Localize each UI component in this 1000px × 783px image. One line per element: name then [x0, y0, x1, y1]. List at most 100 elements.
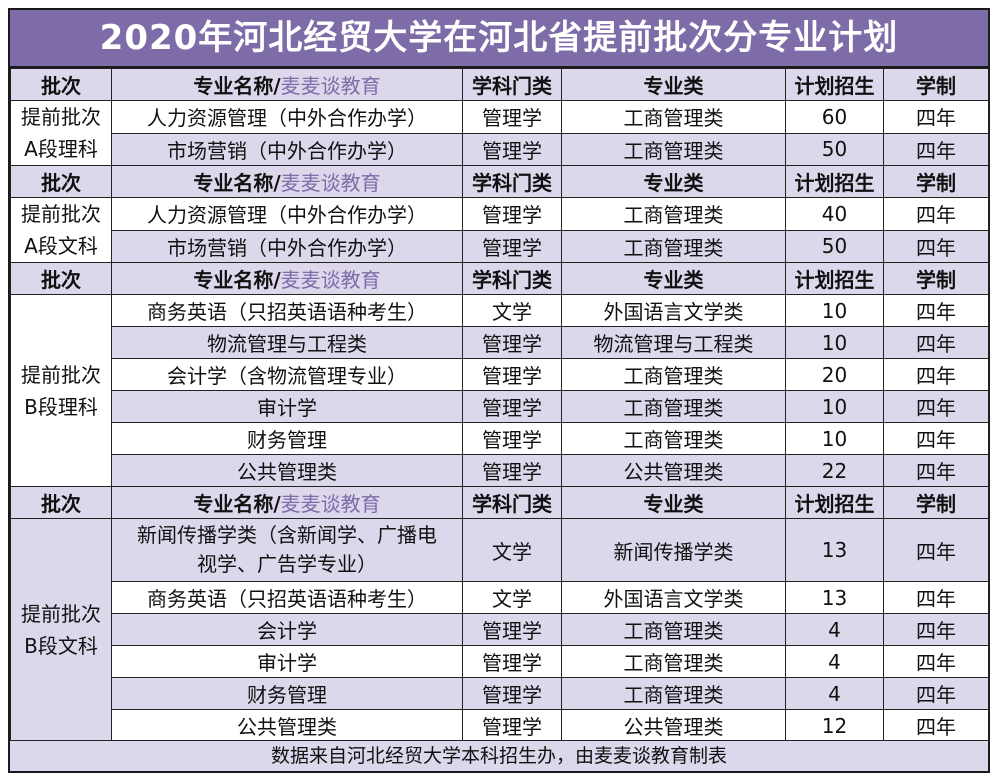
header-category: 专业类	[561, 165, 786, 198]
header-batch: 批次	[10, 68, 112, 101]
duration-cell: 四年	[883, 422, 989, 455]
quota-cell: 10	[785, 326, 884, 359]
header-brand: 麦麦谈教育	[280, 268, 381, 292]
quota-cell: 50	[785, 229, 884, 263]
quota-cell: 22	[785, 454, 884, 487]
header-major-label: 专业名称/	[193, 171, 281, 195]
discipline-cell: 管理学	[462, 422, 562, 455]
duration-cell: 四年	[883, 197, 989, 231]
major-cell: 物流管理与工程类	[111, 326, 463, 359]
quota-cell: 13	[785, 518, 884, 582]
duration-cell: 四年	[883, 709, 989, 742]
batch-line: A段理科	[24, 137, 98, 161]
major-cell: 市场营销（中外合作办学）	[111, 229, 463, 263]
category-cell: 公共管理类	[561, 454, 786, 487]
major-line: 视学、广告学专业）	[197, 552, 377, 576]
quota-cell: 13	[785, 581, 884, 614]
duration-cell: 四年	[883, 677, 989, 710]
major-cell: 新闻传播学类（含新闻学、广播电 视学、广告学专业）	[111, 518, 463, 582]
header-batch: 批次	[10, 262, 112, 295]
table-row: 提前批次 B段理科 商务英语（只招英语语种考生） 文学 外国语言文学类 10 四年	[10, 294, 989, 487]
quota-cell: 10	[785, 294, 884, 327]
major-cell: 市场营销（中外合作办学）	[111, 132, 463, 166]
major-line: 新闻传播学类（含新闻学、广播电	[137, 523, 437, 547]
category-cell: 工商管理类	[561, 390, 786, 423]
header-discipline: 学科门类	[462, 262, 562, 295]
duration-cell: 四年	[883, 229, 989, 263]
duration-cell: 四年	[883, 132, 989, 166]
header-row: 批次 专业名称/麦麦谈教育 学科门类 专业类 计划招生 学制	[10, 165, 989, 198]
category-cell: 工商管理类	[561, 132, 786, 166]
duration-cell: 四年	[883, 581, 989, 614]
header-quota: 计划招生	[785, 68, 884, 101]
discipline-cell: 管理学	[462, 645, 562, 678]
major-cell: 会计学	[111, 613, 463, 646]
major-cell: 人力资源管理（中外合作办学）	[111, 197, 463, 231]
category-cell: 工商管理类	[561, 100, 786, 134]
source-footer: 数据来自河北经贸大学本科招生办，由麦麦谈教育制表	[10, 740, 988, 771]
major-cell: 公共管理类	[111, 454, 463, 487]
batch-line: 提前批次	[21, 202, 101, 226]
header-quota: 计划招生	[785, 165, 884, 198]
discipline-cell: 文学	[462, 294, 562, 327]
quota-cell: 60	[785, 100, 884, 134]
header-brand: 麦麦谈教育	[280, 492, 381, 516]
batch-line: 提前批次	[21, 105, 101, 129]
major-cell: 公共管理类	[111, 709, 463, 742]
header-major: 专业名称/麦麦谈教育	[111, 165, 463, 198]
header-quota: 计划招生	[785, 262, 884, 295]
discipline-cell: 管理学	[462, 229, 562, 263]
duration-cell: 四年	[883, 645, 989, 678]
quota-cell: 50	[785, 132, 884, 166]
table-row: 会计学 管理学 工商管理类 4 四年	[11, 613, 989, 646]
batch-line: A段文科	[24, 234, 98, 258]
quota-cell: 4	[785, 645, 884, 678]
quota-cell: 10	[785, 422, 884, 455]
discipline-cell: 管理学	[462, 100, 562, 134]
category-cell: 新闻传播学类	[561, 518, 786, 582]
table-row: 公共管理类 管理学 公共管理类 22 四年	[11, 454, 989, 487]
category-cell: 外国语言文学类	[561, 294, 786, 327]
major-cell: 审计学	[111, 645, 463, 678]
duration-cell: 四年	[883, 613, 989, 646]
table-row: 会计学（含物流管理专业） 管理学 工商管理类 20 四年	[11, 358, 989, 391]
discipline-cell: 管理学	[462, 390, 562, 423]
header-major-label: 专业名称/	[193, 268, 281, 292]
batch-line: B段理科	[24, 394, 98, 419]
major-cell: 人力资源管理（中外合作办学）	[111, 100, 463, 134]
category-cell: 工商管理类	[561, 677, 786, 710]
quota-cell: 12	[785, 709, 884, 742]
category-cell: 工商管理类	[561, 229, 786, 263]
header-brand: 麦麦谈教育	[280, 171, 381, 195]
category-cell: 工商管理类	[561, 645, 786, 678]
table-row: 商务英语（只招英语语种考生） 文学 外国语言文学类 13 四年	[11, 581, 989, 614]
discipline-cell: 文学	[462, 518, 562, 582]
major-cell: 商务英语（只招英语语种考生）	[111, 294, 463, 327]
discipline-cell: 管理学	[462, 132, 562, 166]
table-row: 财务管理 管理学 工商管理类 10 四年	[11, 422, 989, 455]
header-duration: 学制	[883, 68, 989, 101]
header-discipline: 学科门类	[462, 165, 562, 198]
discipline-cell: 管理学	[462, 326, 562, 359]
discipline-cell: 管理学	[462, 709, 562, 742]
table-row: 提前批次 B段文科 新闻传播学类（含新闻学、广播电 视学、广告学专业） 文学 新闻传…	[10, 518, 989, 742]
page-title: 2020年河北经贸大学在河北省提前批次分专业计划	[10, 10, 988, 68]
category-cell: 工商管理类	[561, 197, 786, 231]
major-cell: 审计学	[111, 390, 463, 423]
major-cell: 商务英语（只招英语语种考生）	[111, 581, 463, 614]
quota-cell: 4	[785, 613, 884, 646]
discipline-cell: 管理学	[462, 677, 562, 710]
header-discipline: 学科门类	[462, 68, 562, 101]
duration-cell: 四年	[883, 390, 989, 423]
category-cell: 公共管理类	[561, 709, 786, 742]
discipline-cell: 管理学	[462, 197, 562, 231]
table-row: 提前批次 A段理科 人力资源管理（中外合作办学） 管理学 工商管理类 60 四年	[10, 100, 989, 166]
table-row: 审计学 管理学 工商管理类 4 四年	[11, 645, 989, 678]
header-row: 批次 专业名称/麦麦谈教育 学科门类 专业类 计划招生 学制	[10, 262, 989, 295]
enrollment-plan-table: 批次 专业名称/麦麦谈教育 学科门类 专业类 计划招生 学制 提前批次 A段理科 …	[10, 68, 989, 742]
batch-cell: 提前批次 A段文科	[10, 197, 112, 263]
header-duration: 学制	[883, 165, 989, 198]
discipline-cell: 管理学	[462, 358, 562, 391]
batch-line: 提前批次	[21, 602, 101, 626]
duration-cell: 四年	[883, 358, 989, 391]
